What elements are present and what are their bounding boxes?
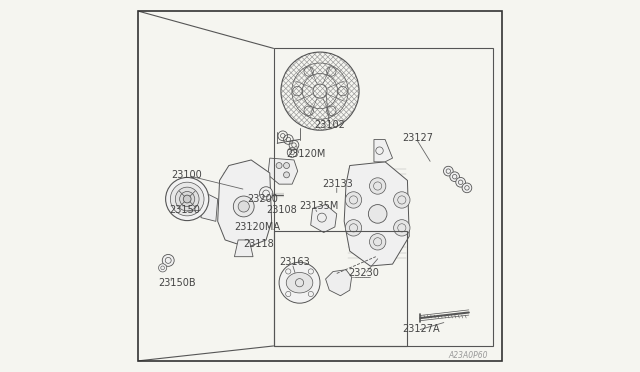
Circle shape [346,219,362,236]
Polygon shape [268,158,298,184]
Text: 23100: 23100 [172,170,202,180]
Circle shape [163,254,174,266]
Circle shape [462,183,472,193]
Text: 23108: 23108 [266,205,297,215]
Text: 23150: 23150 [170,205,200,215]
Bar [273,231,408,346]
Circle shape [279,262,320,303]
Polygon shape [326,270,351,296]
Circle shape [450,172,460,182]
Circle shape [369,205,387,223]
Polygon shape [310,205,337,232]
Text: 23127: 23127 [402,133,433,142]
Text: A23A0P60: A23A0P60 [449,351,488,360]
Polygon shape [201,192,218,221]
Circle shape [276,163,282,169]
Text: 23135M: 23135M [300,202,339,211]
Text: 23163: 23163 [279,257,310,267]
Polygon shape [344,162,410,266]
Text: 23120MA: 23120MA [234,222,280,232]
Polygon shape [286,273,313,293]
Circle shape [259,187,273,200]
Text: 23118: 23118 [244,239,275,248]
Text: 23127A: 23127A [402,324,440,334]
Circle shape [369,178,386,194]
Polygon shape [218,160,271,247]
Circle shape [444,166,453,176]
Text: 23230: 23230 [348,269,379,278]
Circle shape [394,219,410,236]
Circle shape [238,201,250,212]
Text: 23150B: 23150B [158,278,196,288]
Circle shape [234,196,254,217]
Circle shape [170,182,204,216]
Text: 23120M: 23120M [287,150,326,159]
Bar [273,48,493,346]
Polygon shape [374,140,392,162]
Circle shape [180,192,195,206]
Circle shape [175,187,199,211]
Circle shape [394,192,410,208]
Circle shape [369,234,386,250]
Text: 23102: 23102 [314,120,346,129]
Circle shape [166,177,209,221]
Circle shape [456,177,465,187]
Circle shape [346,192,362,208]
Circle shape [284,163,289,169]
Circle shape [159,264,167,272]
Circle shape [284,172,289,178]
Circle shape [183,195,191,203]
Polygon shape [234,240,253,257]
Text: 23133: 23133 [322,179,353,189]
Text: 23200: 23200 [248,194,278,204]
